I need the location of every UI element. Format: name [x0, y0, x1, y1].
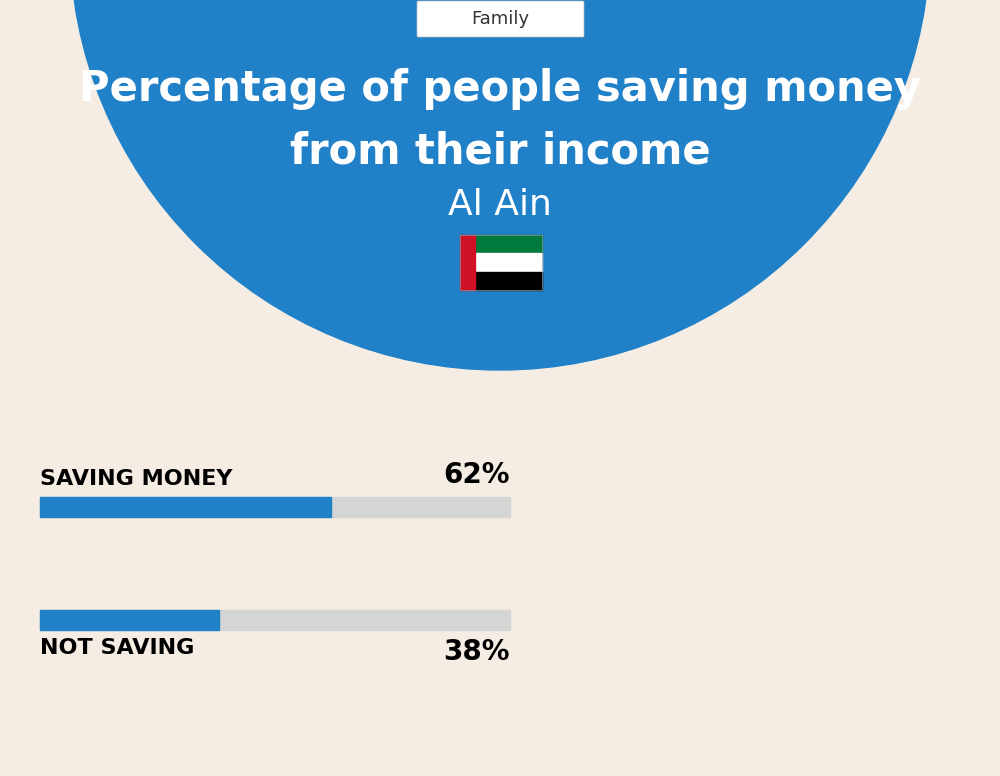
Bar	[475, 272, 542, 290]
Text: Al Ain: Al Ain	[448, 188, 552, 222]
Bar	[460, 235, 475, 290]
Text: Percentage of people saving money: Percentage of people saving money	[79, 68, 921, 110]
FancyBboxPatch shape	[417, 1, 584, 37]
Text: 38%: 38%	[444, 638, 510, 666]
Bar	[475, 253, 542, 272]
Text: NOT SAVING: NOT SAVING	[40, 638, 194, 658]
Text: SAVING MONEY: SAVING MONEY	[40, 469, 232, 489]
Text: Family: Family	[471, 10, 530, 28]
Bar	[40, 497, 510, 517]
Text: 62%: 62%	[444, 461, 510, 489]
Text: from their income: from their income	[290, 130, 710, 172]
Bar	[40, 610, 219, 630]
Bar	[475, 235, 542, 253]
Bar	[460, 235, 542, 290]
Circle shape	[70, 0, 930, 370]
Bar	[40, 610, 510, 630]
Bar	[40, 497, 331, 517]
